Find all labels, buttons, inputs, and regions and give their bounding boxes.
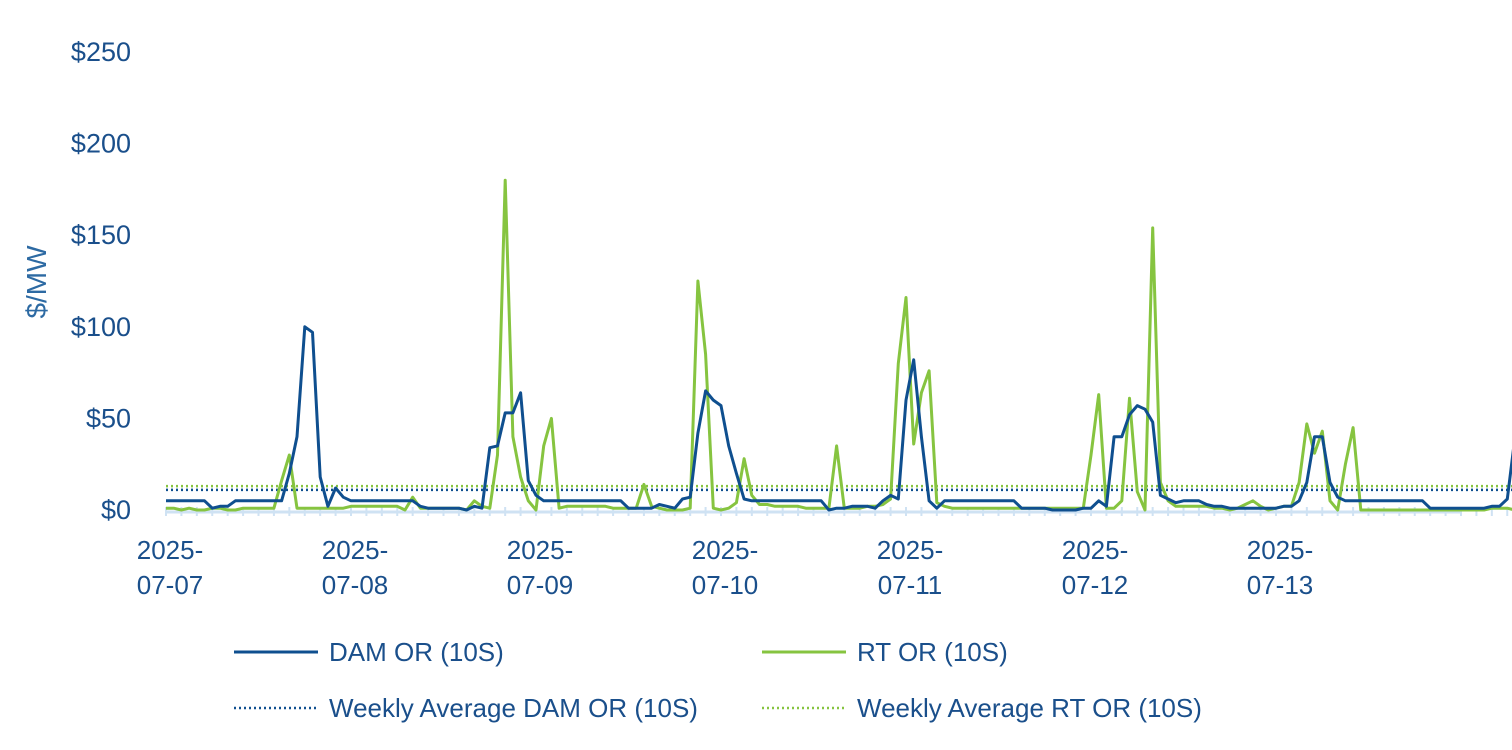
x-tick-label: 07-11 bbox=[878, 570, 943, 600]
series-line bbox=[166, 325, 1512, 512]
x-axis: 2025- 07-07 2025- 07-08 2025- 07-09 2025- 07-10… bbox=[137, 507, 1509, 600]
x-tick-label: 07-10 bbox=[692, 570, 759, 600]
legend-label: DAM OR (10S) bbox=[329, 637, 504, 667]
legend-item: Weekly Average DAM OR (10S) bbox=[234, 693, 698, 723]
x-tick-label: 2025- bbox=[322, 535, 389, 565]
x-tick-label: 2025- bbox=[507, 535, 574, 565]
x-tick-label: 2025- bbox=[1062, 535, 1129, 565]
x-tick-label: 07-09 bbox=[507, 570, 574, 600]
y-tick-label: $50 bbox=[86, 403, 131, 433]
x-tick-label: 2025- bbox=[692, 535, 759, 565]
legend-item: RT OR (10S) bbox=[762, 637, 1008, 667]
x-tick-label: 2025- bbox=[1247, 535, 1314, 565]
series-line bbox=[166, 178, 1512, 512]
legend-label: Weekly Average DAM OR (10S) bbox=[329, 693, 698, 723]
legend: DAM OR (10S) RT OR (10S) Weekly Average DA… bbox=[234, 637, 1202, 723]
x-tick-label: 2025- bbox=[877, 535, 944, 565]
x-tick-label: 07-12 bbox=[1062, 570, 1129, 600]
x-tick-label: 07-13 bbox=[1247, 570, 1314, 600]
legend-label: RT OR (10S) bbox=[857, 637, 1008, 667]
series-lines bbox=[166, 178, 1512, 512]
y-axis: $0 $50 $100 $150 $200 $250 bbox=[71, 37, 131, 525]
x-tick-label: 2025- bbox=[137, 535, 204, 565]
y-tick-label: $200 bbox=[71, 129, 131, 159]
x-tick-label: 07-07 bbox=[137, 570, 204, 600]
y-tick-label: $0 bbox=[101, 495, 131, 525]
x-tick-label: 07-08 bbox=[322, 570, 389, 600]
legend-item: DAM OR (10S) bbox=[234, 637, 504, 667]
y-axis-label: $/MW bbox=[21, 245, 52, 319]
legend-label: Weekly Average RT OR (10S) bbox=[857, 693, 1202, 723]
y-tick-label: $100 bbox=[71, 312, 131, 342]
legend-item: Weekly Average RT OR (10S) bbox=[762, 693, 1202, 723]
y-tick-label: $150 bbox=[71, 220, 131, 250]
y-tick-label: $250 bbox=[71, 37, 131, 67]
weekly-average-lines bbox=[166, 484, 1512, 492]
